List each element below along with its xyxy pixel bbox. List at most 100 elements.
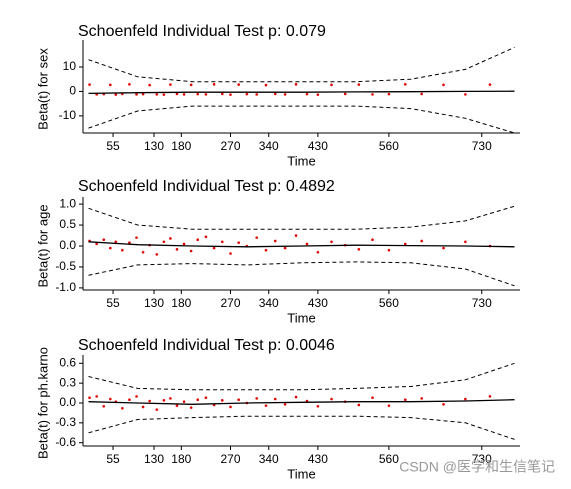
point xyxy=(196,92,200,96)
point xyxy=(121,406,124,410)
x-axis-label: Time xyxy=(287,153,315,168)
y-tick-label: -0.5 xyxy=(55,259,76,273)
smooth-line xyxy=(88,90,515,95)
point xyxy=(255,93,259,96)
point xyxy=(162,93,166,96)
point xyxy=(162,240,166,244)
point xyxy=(371,396,374,400)
y-axis-label: Beta(t) for age xyxy=(35,204,50,287)
x-tick-label: 430 xyxy=(308,139,328,153)
point xyxy=(330,240,333,244)
x-tick-label: 180 xyxy=(171,296,191,310)
watermark: CSDN @医学和生信笔记 xyxy=(399,459,555,475)
x-tick-label: 130 xyxy=(144,452,164,466)
point xyxy=(403,398,407,401)
point xyxy=(109,83,112,87)
y-tick-label: -1.0 xyxy=(55,280,76,294)
x-tick-label: 55 xyxy=(106,139,120,153)
x-tick-label: 340 xyxy=(259,296,279,310)
point xyxy=(155,93,159,96)
point xyxy=(204,93,208,96)
point xyxy=(141,405,145,409)
point xyxy=(189,249,193,253)
x-tick-label: 340 xyxy=(259,139,279,153)
x-tick-label: 270 xyxy=(220,452,240,466)
point xyxy=(442,246,445,250)
point xyxy=(175,92,179,96)
x-tick-label: 430 xyxy=(308,452,328,466)
point xyxy=(128,398,131,401)
point xyxy=(135,236,138,239)
point xyxy=(189,83,193,87)
point xyxy=(357,83,361,86)
x-tick-label: 270 xyxy=(220,139,240,153)
point xyxy=(169,397,172,400)
point xyxy=(371,238,374,242)
chart-title: Schoenfeld Individual Test p: 0.079 xyxy=(78,23,326,40)
point xyxy=(109,397,112,401)
point xyxy=(273,239,277,243)
x-tick-label: 730 xyxy=(472,139,492,153)
point xyxy=(162,399,166,402)
point xyxy=(273,397,277,401)
x-tick-label: 560 xyxy=(379,296,399,310)
point xyxy=(189,406,193,409)
y-axis-label: Beta(t) for sex xyxy=(35,48,50,130)
point xyxy=(175,248,179,251)
x-tick-label: 180 xyxy=(171,452,191,466)
point xyxy=(220,399,224,402)
y-tick-label: 0.0 xyxy=(59,395,76,409)
y-tick-label: 0 xyxy=(69,84,76,98)
point xyxy=(182,93,186,96)
point xyxy=(330,83,333,87)
point xyxy=(442,403,445,406)
point xyxy=(175,404,179,407)
point xyxy=(371,93,374,96)
y-tick-label: -10 xyxy=(59,108,77,122)
point xyxy=(316,405,320,408)
point xyxy=(220,240,224,244)
confidence-band xyxy=(88,105,515,134)
point xyxy=(305,92,309,96)
point xyxy=(420,92,423,96)
point xyxy=(237,83,240,86)
point xyxy=(128,241,131,244)
point xyxy=(387,92,391,96)
point xyxy=(155,253,159,256)
point xyxy=(148,83,151,87)
x-tick-label: 130 xyxy=(144,139,164,153)
point xyxy=(135,395,138,398)
x-tick-label: 130 xyxy=(144,296,164,310)
point xyxy=(182,242,186,246)
y-tick-label: -0.3 xyxy=(55,415,76,429)
x-tick-label: 730 xyxy=(472,296,492,310)
x-tick-label: 560 xyxy=(379,452,399,466)
point xyxy=(330,397,333,401)
y-tick-label: 0.6 xyxy=(59,355,76,369)
point xyxy=(229,252,232,255)
point xyxy=(273,92,277,96)
chart-title: Schoenfeld Individual Test p: 0.4892 xyxy=(78,178,335,195)
point xyxy=(169,237,172,240)
x-tick-label: 340 xyxy=(259,452,279,466)
x-tick-label: 180 xyxy=(171,139,191,153)
point xyxy=(264,248,268,252)
point xyxy=(403,83,407,86)
point xyxy=(357,248,361,251)
point xyxy=(237,241,240,244)
point xyxy=(357,403,361,407)
y-tick-label: 10 xyxy=(63,59,77,73)
y-tick-label: 1.0 xyxy=(59,196,76,210)
point xyxy=(88,83,91,86)
point xyxy=(212,246,216,250)
x-tick-label: 270 xyxy=(220,296,240,310)
point xyxy=(128,83,131,86)
confidence-band xyxy=(88,415,515,440)
y-axis-label: Beta(t) for ph.karno xyxy=(35,347,50,459)
x-tick-label: 560 xyxy=(379,139,399,153)
x-tick-label: 55 xyxy=(106,296,120,310)
point xyxy=(387,404,391,407)
point xyxy=(88,396,91,400)
point xyxy=(264,404,268,407)
